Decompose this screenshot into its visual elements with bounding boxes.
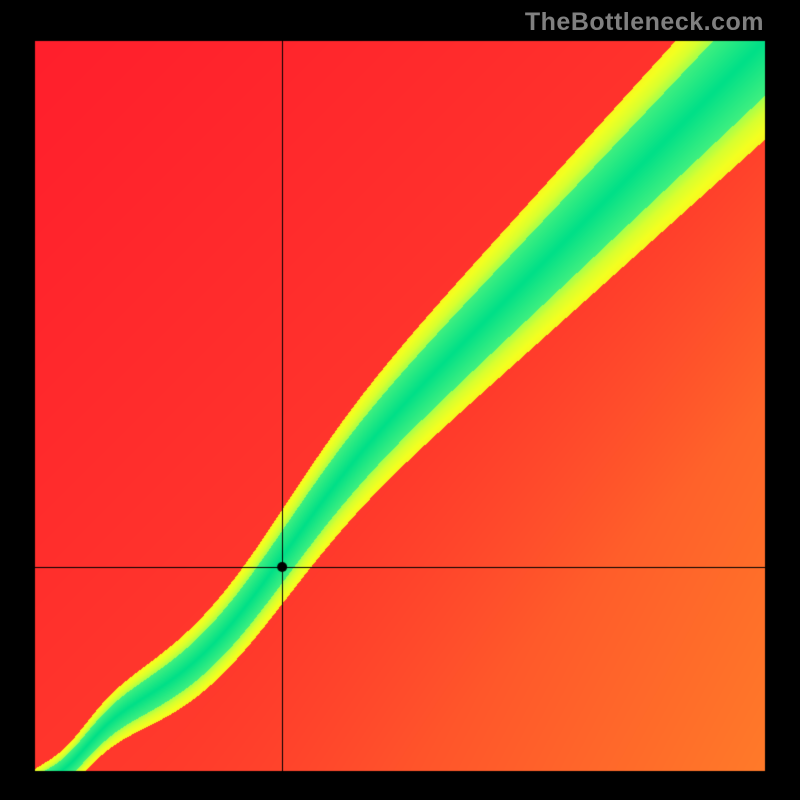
chart-stage: { "type": "bottleneck-heatmap", "waterma… <box>0 0 800 800</box>
watermark-text: TheBottleneck.com <box>525 8 764 37</box>
heatmap-canvas <box>0 0 800 800</box>
